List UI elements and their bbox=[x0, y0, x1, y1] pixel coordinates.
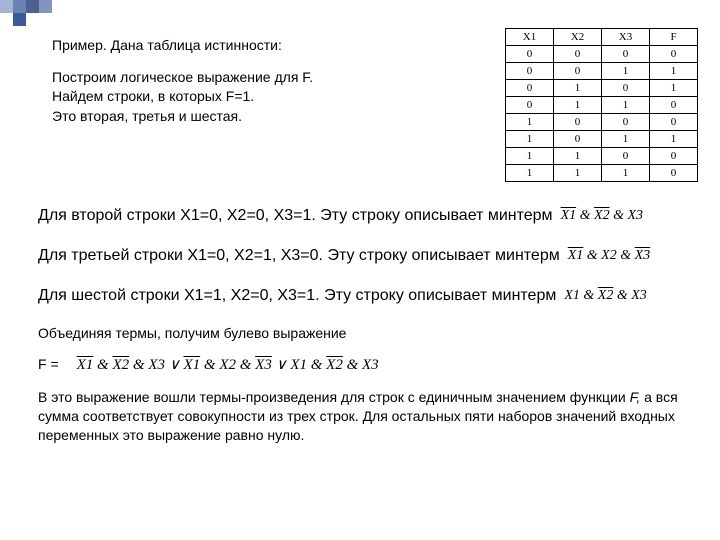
table-row: 0000 bbox=[506, 46, 698, 63]
final-text-1: В это выражение вошли термы-произведения… bbox=[38, 389, 630, 405]
table-cell: 1 bbox=[650, 80, 698, 97]
deco-square bbox=[26, 0, 39, 13]
table-cell: 0 bbox=[602, 148, 650, 165]
table-cell: 0 bbox=[554, 114, 602, 131]
table-cell: 1 bbox=[650, 63, 698, 80]
table-cell: 0 bbox=[650, 114, 698, 131]
table-cell: 1 bbox=[554, 148, 602, 165]
deco-square bbox=[13, 0, 26, 13]
table-cell: 1 bbox=[602, 131, 650, 148]
combine-text: Объединяя термы, получим булево выражени… bbox=[38, 324, 686, 343]
formula-line: F = X1 & X2 & X3 ∨ X1 & X2 & X3 ∨ X1 & X… bbox=[38, 355, 686, 374]
table-cell: 1 bbox=[602, 165, 650, 182]
minterm-row-3: Для третьей строки X1=0, X2=1, X3=0. Эту… bbox=[38, 244, 686, 268]
deco-accent bbox=[13, 13, 26, 26]
minterm-text: Для второй строки X1=0, X2=0, X3=1. Эту … bbox=[38, 207, 553, 225]
table-header-row: X1X2X3F bbox=[506, 29, 698, 46]
table-cell: 1 bbox=[506, 148, 554, 165]
table-cell: 0 bbox=[506, 46, 554, 63]
table-cell: 0 bbox=[602, 46, 650, 63]
table-header-cell: F bbox=[650, 29, 698, 46]
table-header-cell: X1 bbox=[506, 29, 554, 46]
table-cell: 0 bbox=[506, 80, 554, 97]
minterm-expr-2: X1 & X2 & X3 bbox=[561, 208, 643, 224]
table-row: 0110 bbox=[506, 97, 698, 114]
table-cell: 1 bbox=[602, 63, 650, 80]
deco-square bbox=[39, 0, 52, 13]
table-cell: 0 bbox=[650, 97, 698, 114]
table-cell: 0 bbox=[506, 63, 554, 80]
table-cell: 1 bbox=[554, 97, 602, 114]
table-cell: 0 bbox=[506, 97, 554, 114]
table-row: 1100 bbox=[506, 148, 698, 165]
table-cell: 0 bbox=[554, 63, 602, 80]
table-row: 1011 bbox=[506, 131, 698, 148]
table-cell: 1 bbox=[554, 80, 602, 97]
minterm-expr-3: X1 & X2 & X3 bbox=[568, 248, 650, 264]
table-row: 1110 bbox=[506, 165, 698, 182]
final-f: F, bbox=[630, 389, 641, 405]
truth-table: X1X2X3F 00000011010101101000101111001110 bbox=[505, 28, 698, 182]
deco-square bbox=[0, 0, 13, 13]
minterm-text: Для шестой строки X1=1, X2=0, X3=1. Эту … bbox=[38, 287, 556, 305]
final-paragraph: В это выражение вошли термы-произведения… bbox=[38, 388, 686, 445]
table-cell: 0 bbox=[602, 114, 650, 131]
body-block: Для второй строки X1=0, X2=0, X3=1. Эту … bbox=[38, 204, 686, 445]
table-cell: 1 bbox=[506, 114, 554, 131]
table-row: 0101 bbox=[506, 80, 698, 97]
table-header-cell: X2 bbox=[554, 29, 602, 46]
table-header-cell: X3 bbox=[602, 29, 650, 46]
table-cell: 1 bbox=[506, 131, 554, 148]
f-label: F = bbox=[38, 356, 59, 372]
table-cell: 0 bbox=[650, 165, 698, 182]
formula-expr: X1 & X2 & X3 ∨ X1 & X2 & X3 ∨ X1 & X2 & … bbox=[77, 355, 379, 374]
table-row: 1000 bbox=[506, 114, 698, 131]
table-cell: 1 bbox=[506, 165, 554, 182]
table-cell: 0 bbox=[554, 131, 602, 148]
table-cell: 0 bbox=[650, 148, 698, 165]
table-cell: 1 bbox=[602, 97, 650, 114]
slide-decoration bbox=[0, 0, 52, 13]
table-row: 0011 bbox=[506, 63, 698, 80]
minterm-text: Для третьей строки X1=0, X2=1, X3=0. Эту… bbox=[38, 247, 560, 265]
table-cell: 1 bbox=[554, 165, 602, 182]
table-cell: 1 bbox=[650, 131, 698, 148]
table-cell: 0 bbox=[602, 80, 650, 97]
minterm-row-2: Для второй строки X1=0, X2=0, X3=1. Эту … bbox=[38, 204, 686, 228]
table-body: 00000011010101101000101111001110 bbox=[506, 46, 698, 182]
minterm-expr-6: X1 & X2 & X3 bbox=[564, 288, 646, 304]
table-cell: 0 bbox=[554, 46, 602, 63]
table-cell: 0 bbox=[650, 46, 698, 63]
minterm-row-6: Для шестой строки X1=1, X2=0, X3=1. Эту … bbox=[38, 284, 686, 308]
